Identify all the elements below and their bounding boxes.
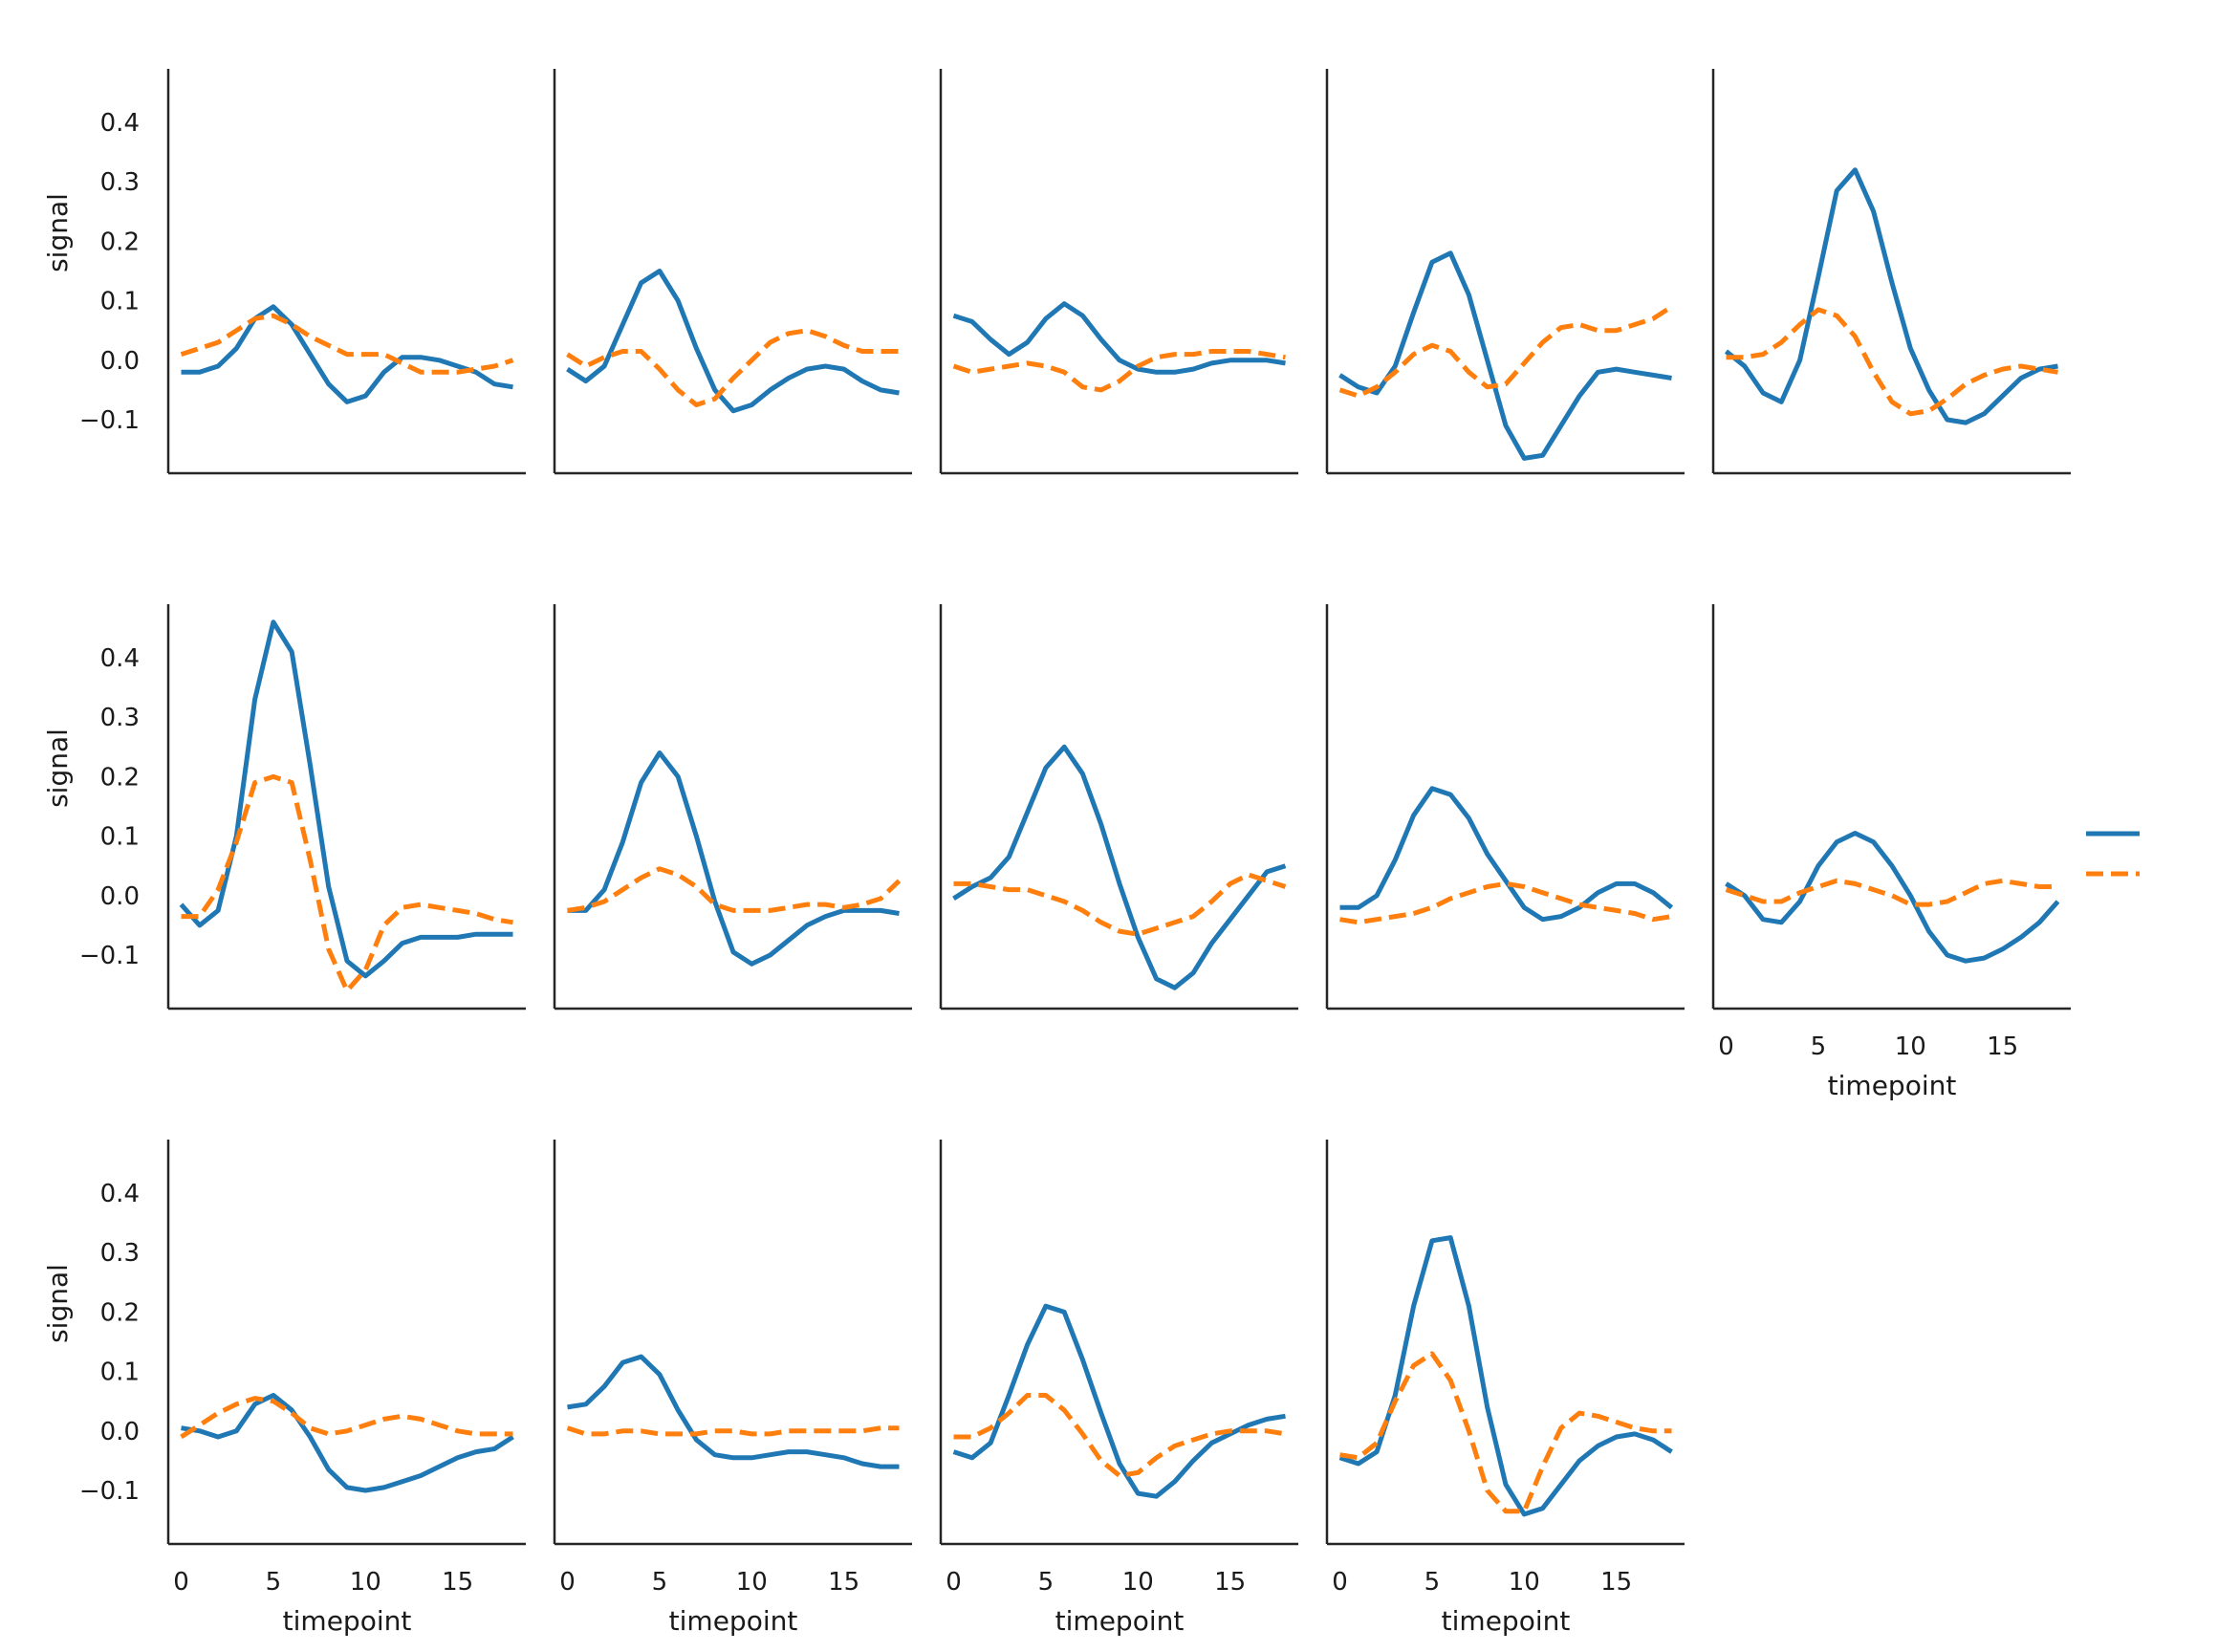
x-tick-label: 10	[1509, 1568, 1540, 1597]
x-tick-label: 15	[1600, 1568, 1632, 1597]
panel-7	[553, 604, 912, 1011]
x-tick-label: 0	[1332, 1568, 1348, 1597]
x-tick-label: 15	[828, 1568, 859, 1597]
panel-6: −0.1 0.0 0.1 0.2 0.3 0.4 signal	[42, 604, 526, 1011]
y-tick-label: 0.1	[100, 288, 140, 316]
series-dashed-line	[180, 313, 514, 375]
series-dashed-line	[952, 349, 1286, 393]
y-tick-label: 0.3	[100, 1239, 140, 1268]
series-dashed-line	[953, 872, 1287, 937]
series-dashed-line	[1339, 1351, 1672, 1514]
y-tick-label: 0.0	[100, 1418, 140, 1446]
series-solid-line	[1724, 167, 2058, 425]
y-tick-label: 0.4	[100, 644, 140, 673]
series-solid-line	[952, 301, 1286, 375]
y-axis-label: signal	[42, 728, 74, 808]
series-solid-line	[952, 744, 1287, 990]
series-solid-line	[1338, 250, 1672, 461]
y-tick-label: 0.4	[100, 1180, 140, 1208]
panel-9	[1325, 604, 1685, 1011]
y-tick-label: 0.0	[100, 882, 140, 911]
x-tick-label: 0	[173, 1568, 189, 1597]
x-tick-label: 10	[350, 1568, 381, 1597]
legend	[2086, 831, 2140, 877]
panel-1: −0.1 0.0 0.1 0.2 0.3 0.4 signal	[42, 69, 526, 475]
y-tick-label: −0.1	[79, 942, 140, 970]
x-tick-label: 15	[442, 1568, 473, 1597]
panel-2	[553, 69, 912, 475]
panel-14: 0 5 10 15 timepoint	[1325, 1140, 1685, 1637]
y-tick-label: 0.1	[100, 1359, 140, 1387]
series-solid-line	[1725, 831, 2060, 964]
y-tick-label: 0.4	[100, 109, 140, 138]
y-tick-label: 0.1	[100, 823, 140, 852]
series-dashed-line	[1726, 307, 2058, 417]
panel-10: 0 5 10 15 timepoint	[1711, 604, 2071, 1101]
x-axis-label: timepoint	[283, 1605, 412, 1637]
y-axis-label: signal	[42, 193, 74, 272]
series-dashed-line	[181, 773, 513, 993]
x-axis-label: timepoint	[1442, 1605, 1571, 1637]
series-dashed-line	[1725, 878, 2058, 907]
series-dashed-line	[953, 1393, 1286, 1478]
series-solid-line	[179, 620, 513, 979]
y-tick-label: 0.0	[100, 347, 140, 376]
x-tick-label: 10	[1122, 1568, 1154, 1597]
panel-3	[939, 69, 1298, 475]
x-tick-label: 10	[736, 1568, 768, 1597]
y-tick-label: 0.2	[100, 1298, 140, 1327]
series-dashed-line	[566, 1425, 900, 1437]
y-tick-label: 0.3	[100, 704, 140, 732]
series-solid-line	[1339, 786, 1674, 923]
y-tick-label: −0.1	[79, 1477, 140, 1506]
series-solid-line	[566, 269, 900, 414]
panel-8	[939, 604, 1298, 1011]
x-tick-label: 15	[1987, 1032, 2018, 1061]
y-tick-label: 0.2	[100, 228, 140, 256]
x-tick-label: 5	[266, 1568, 282, 1597]
x-axis-label: timepoint	[669, 1605, 798, 1637]
series-solid-line	[567, 750, 900, 967]
series-dashed-line	[180, 1396, 513, 1440]
x-axis-label: timepoint	[1055, 1605, 1185, 1637]
y-axis-label: signal	[42, 1264, 74, 1343]
series-dashed-line	[567, 866, 902, 913]
y-tick-label: 0.2	[100, 763, 140, 792]
x-tick-label: 10	[1895, 1032, 1926, 1061]
series-solid-line	[181, 1393, 514, 1493]
y-tick-label: 0.3	[100, 168, 140, 197]
panel-5	[1711, 69, 2071, 475]
x-tick-label: 15	[1214, 1568, 1246, 1597]
panel-13: 0 5 10 15 timepoint	[939, 1140, 1298, 1637]
x-tick-label: 5	[1038, 1568, 1055, 1597]
panel-11: −0.1 0.0 0.1 0.2 0.3 0.4 signal 0 5 10 15 timepoint	[42, 1140, 526, 1637]
y-tick-label: −0.1	[79, 406, 140, 435]
panel-12: 0 5 10 15 timepoint	[553, 1140, 912, 1637]
x-tick-label: 0	[559, 1568, 576, 1597]
x-axis-label: timepoint	[1828, 1070, 1957, 1101]
x-tick-label: 5	[652, 1568, 668, 1597]
x-tick-label: 0	[1718, 1032, 1734, 1061]
series-solid-line	[1338, 1235, 1673, 1517]
series-dashed-line	[1338, 304, 1673, 399]
series-solid-line	[952, 1303, 1286, 1499]
x-tick-label: 5	[1424, 1568, 1441, 1597]
x-tick-label: 5	[1811, 1032, 1827, 1061]
series-dashed-line	[1339, 880, 1672, 925]
series-solid-line	[567, 1354, 900, 1469]
panels-layer: −0.1 0.0 0.1 0.2 0.3 0.4 signal −0.1 0.0 0.1 0.2 0.…	[42, 69, 2071, 1637]
series-solid-line	[181, 304, 513, 404]
series-dashed-line	[566, 328, 900, 407]
x-tick-label: 0	[946, 1568, 962, 1597]
panel-4	[1325, 69, 1685, 475]
